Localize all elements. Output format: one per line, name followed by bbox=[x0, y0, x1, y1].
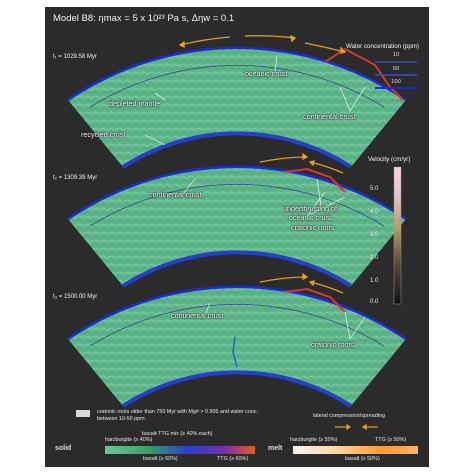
melt-colorbar bbox=[293, 446, 418, 454]
water-item-10: 10 bbox=[392, 52, 400, 58]
solid-item-basalt: basalt (≥ 60%) bbox=[143, 456, 178, 462]
melt-label: melt bbox=[268, 445, 283, 452]
vel-tick-4: 4.0 bbox=[370, 209, 379, 215]
solid-item-harzburgite: harzburgite (≥ 40%) bbox=[105, 437, 153, 443]
annotation-lines bbox=[144, 54, 366, 340]
figure-graphics bbox=[67, 34, 418, 454]
label-continental-crust-1: continental crust bbox=[303, 112, 356, 121]
lateral-legend-arrows bbox=[335, 423, 378, 431]
vel-tick-2: 2.0 bbox=[370, 255, 379, 261]
solid-item-basalt-ttg: basalt-TTG mix (≥ 40% each) bbox=[142, 431, 213, 437]
lateral-arrows bbox=[178, 34, 347, 294]
cratonic-swatch bbox=[76, 410, 90, 417]
panel-2-section bbox=[67, 165, 407, 288]
lateral-label: lateral compression/spreading bbox=[313, 413, 385, 419]
melt-item-harzburgite: harzburgite (≥ 50%) bbox=[290, 437, 338, 443]
water-item-50: 50 bbox=[392, 66, 400, 72]
label-oceanic-crust: oceanic crust bbox=[245, 69, 288, 78]
water-legend-title: Water concentration (ppm) bbox=[345, 43, 419, 50]
vel-tick-1: 1.0 bbox=[370, 278, 379, 284]
melt-item-basalt: basalt (≥ 50%) bbox=[345, 456, 380, 462]
panel-2-time: t₂ = 1309.39 Myr bbox=[53, 175, 98, 181]
water-legend-swatches bbox=[375, 61, 417, 89]
vel-tick-3: 3.0 bbox=[370, 232, 379, 238]
label-cratonic-roots-2: cratonic roots bbox=[291, 223, 335, 232]
velocity-colorbar bbox=[393, 166, 402, 305]
velocity-title: Velocity (cm/yr) bbox=[368, 156, 411, 163]
solid-label: solid bbox=[55, 445, 72, 452]
panel-1-section bbox=[67, 46, 407, 169]
solid-item-ttg: TTG (≥ 60%) bbox=[217, 456, 249, 462]
solid-colorbar bbox=[105, 446, 255, 454]
panel-1-time: t₁ = 1029.58 Myr bbox=[53, 54, 97, 60]
figure-title: Model B8: ηmax = 5 x 10²³ Pa s, Δηw = 0.… bbox=[53, 13, 235, 24]
figure-panel: Model B8: ηmax = 5 x 10²³ Pa s, Δηw = 0.… bbox=[45, 7, 429, 467]
panel-3-time: t₃ = 1500.00 Myr bbox=[53, 294, 98, 300]
vel-tick-0: 0.0 bbox=[370, 299, 379, 305]
label-underthrusting: underthrusting of oceanic crust bbox=[283, 204, 337, 222]
water-item-100: 100 bbox=[391, 79, 401, 85]
vel-tick-5: 5.0 bbox=[370, 186, 379, 192]
label-continental-crust-3: continental crust bbox=[171, 311, 224, 320]
cratonic-note: cratonic roots older than 750 Myr with M… bbox=[97, 409, 259, 422]
label-depleted-mantle: depleted mantle bbox=[109, 99, 161, 108]
label-cratonic-roots-3: cratonic roots bbox=[311, 340, 355, 349]
label-continental-crust-2: continental crust bbox=[149, 190, 202, 199]
panel-3-section bbox=[67, 285, 407, 408]
melt-item-ttg: TTG (≥ 50%) bbox=[375, 437, 407, 443]
label-recycled-crust: recycled crust bbox=[81, 130, 126, 139]
